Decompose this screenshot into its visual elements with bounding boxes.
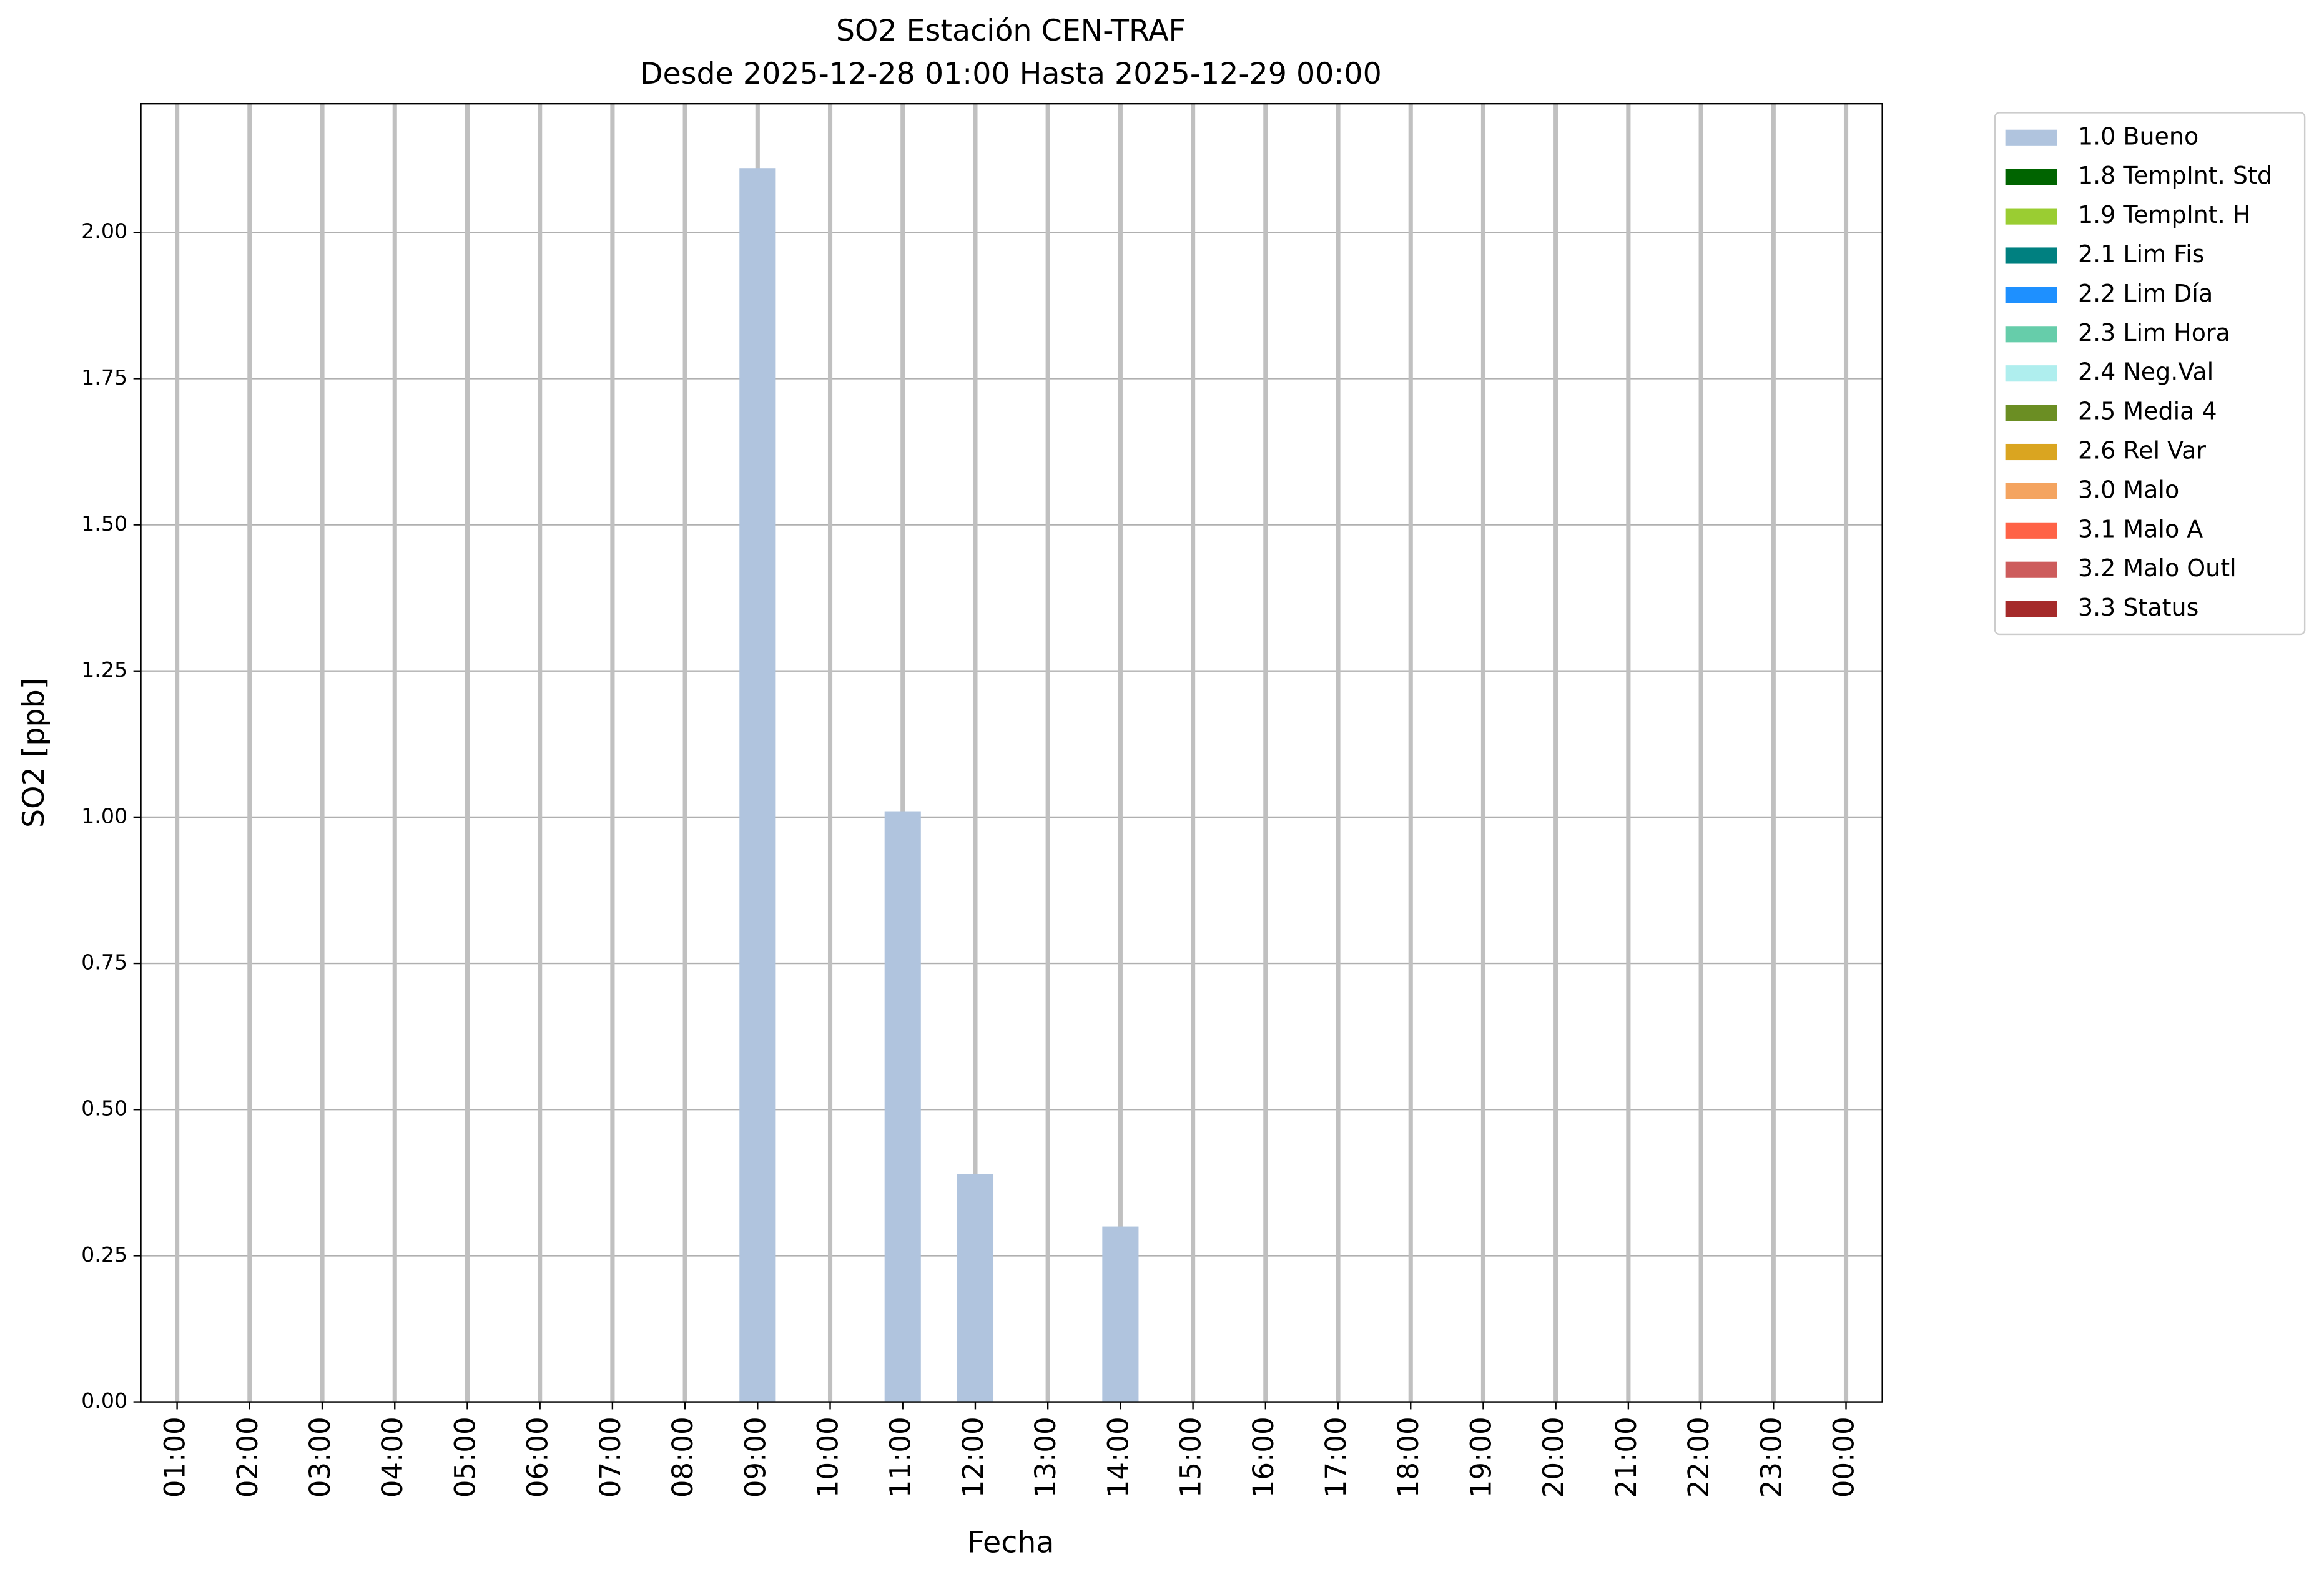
legend-label: 1.9 TempInt. H: [2078, 201, 2250, 228]
x-tick-label: 10:00: [812, 1417, 845, 1498]
x-tick-label: 07:00: [594, 1417, 627, 1498]
x-tick-label: 08:00: [666, 1417, 699, 1498]
legend-label: 1.8 TempInt. Std: [2078, 162, 2272, 189]
legend-swatch: [2005, 561, 2057, 578]
x-tick-label: 13:00: [1029, 1417, 1062, 1498]
y-axis-label: SO2 [ppb]: [17, 678, 51, 828]
legend-swatch: [2005, 365, 2057, 382]
x-tick-label: 15:00: [1174, 1417, 1208, 1498]
legend-swatch: [2005, 483, 2057, 499]
x-tick-label: 19:00: [1464, 1417, 1497, 1498]
legend-label: 3.3 Status: [2078, 594, 2198, 621]
legend-label: 2.1 Lim Fis: [2078, 240, 2205, 268]
legend-swatch: [2005, 208, 2057, 225]
legend-swatch: [2005, 522, 2057, 539]
x-tick-label: 04:00: [376, 1417, 409, 1498]
legend-swatch: [2005, 601, 2057, 617]
x-tick-label: 05:00: [448, 1417, 481, 1498]
x-axis-label: Fecha: [967, 1525, 1054, 1560]
bar: [957, 1174, 994, 1402]
x-tick-label: 09:00: [739, 1417, 772, 1498]
x-tick-label: 02:00: [231, 1417, 264, 1498]
y-tick-label: 0.00: [81, 1388, 127, 1413]
x-tick-label: 23:00: [1755, 1417, 1788, 1498]
legend-swatch: [2005, 169, 2057, 185]
y-tick-label: 0.50: [81, 1096, 127, 1121]
x-tick-label: 16:00: [1247, 1417, 1280, 1498]
y-tick-label: 1.00: [81, 803, 127, 828]
legend-label: 3.2 Malo Outl: [2078, 554, 2237, 582]
x-tick-label: 11:00: [884, 1417, 917, 1498]
x-tick-label: 12:00: [957, 1417, 990, 1498]
x-tick-label: 20:00: [1537, 1417, 1570, 1498]
x-tick-label: 00:00: [1828, 1417, 1861, 1498]
chart-title: SO2 Estación CEN-TRAF: [836, 14, 1186, 48]
legend-swatch: [2005, 405, 2057, 421]
legend-label: 3.1 Malo A: [2078, 515, 2203, 543]
plot-frame: [140, 102, 1883, 1403]
y-tick-label: 1.25: [81, 657, 127, 682]
legend-swatch: [2005, 129, 2057, 146]
y-tick-label: 1.75: [81, 365, 127, 390]
x-tick-label: 01:00: [159, 1417, 192, 1498]
x-tick-label: 18:00: [1392, 1417, 1425, 1498]
legend-label: 2.4 Neg.Val: [2078, 358, 2213, 386]
y-tick-label: 0.25: [81, 1242, 127, 1267]
legend-swatch: [2005, 287, 2057, 303]
x-tick-label: 22:00: [1682, 1417, 1715, 1498]
legend-swatch: [2005, 443, 2057, 461]
x-tick-label: 03:00: [303, 1417, 337, 1498]
legend-label: 1.0 Bueno: [2078, 122, 2198, 150]
bar: [884, 811, 921, 1402]
legend-label: 2.6 Rel Var: [2078, 437, 2206, 464]
bar: [739, 168, 776, 1402]
bar: [1102, 1226, 1139, 1402]
legend-swatch: [2005, 326, 2057, 343]
legend-box: [1994, 112, 2306, 636]
x-tick-label: 21:00: [1610, 1417, 1643, 1498]
y-tick-label: 1.50: [81, 511, 127, 536]
legend-label: 2.3 Lim Hora: [2078, 319, 2230, 346]
y-tick-label: 0.75: [81, 950, 127, 975]
x-tick-label: 06:00: [521, 1417, 554, 1498]
x-tick-label: 14:00: [1101, 1417, 1135, 1498]
chart-subtitle: Desde 2025-12-28 01:00 Hasta 2025-12-29 …: [640, 57, 1382, 91]
legend-swatch: [2005, 247, 2057, 264]
legend-label: 2.2 Lim Día: [2078, 280, 2213, 307]
legend-label: 3.0 Malo: [2078, 476, 2179, 503]
legend-label: 2.5 Media 4: [2078, 398, 2217, 425]
x-tick-label: 17:00: [1319, 1417, 1352, 1498]
y-tick-label: 2.00: [81, 219, 127, 243]
